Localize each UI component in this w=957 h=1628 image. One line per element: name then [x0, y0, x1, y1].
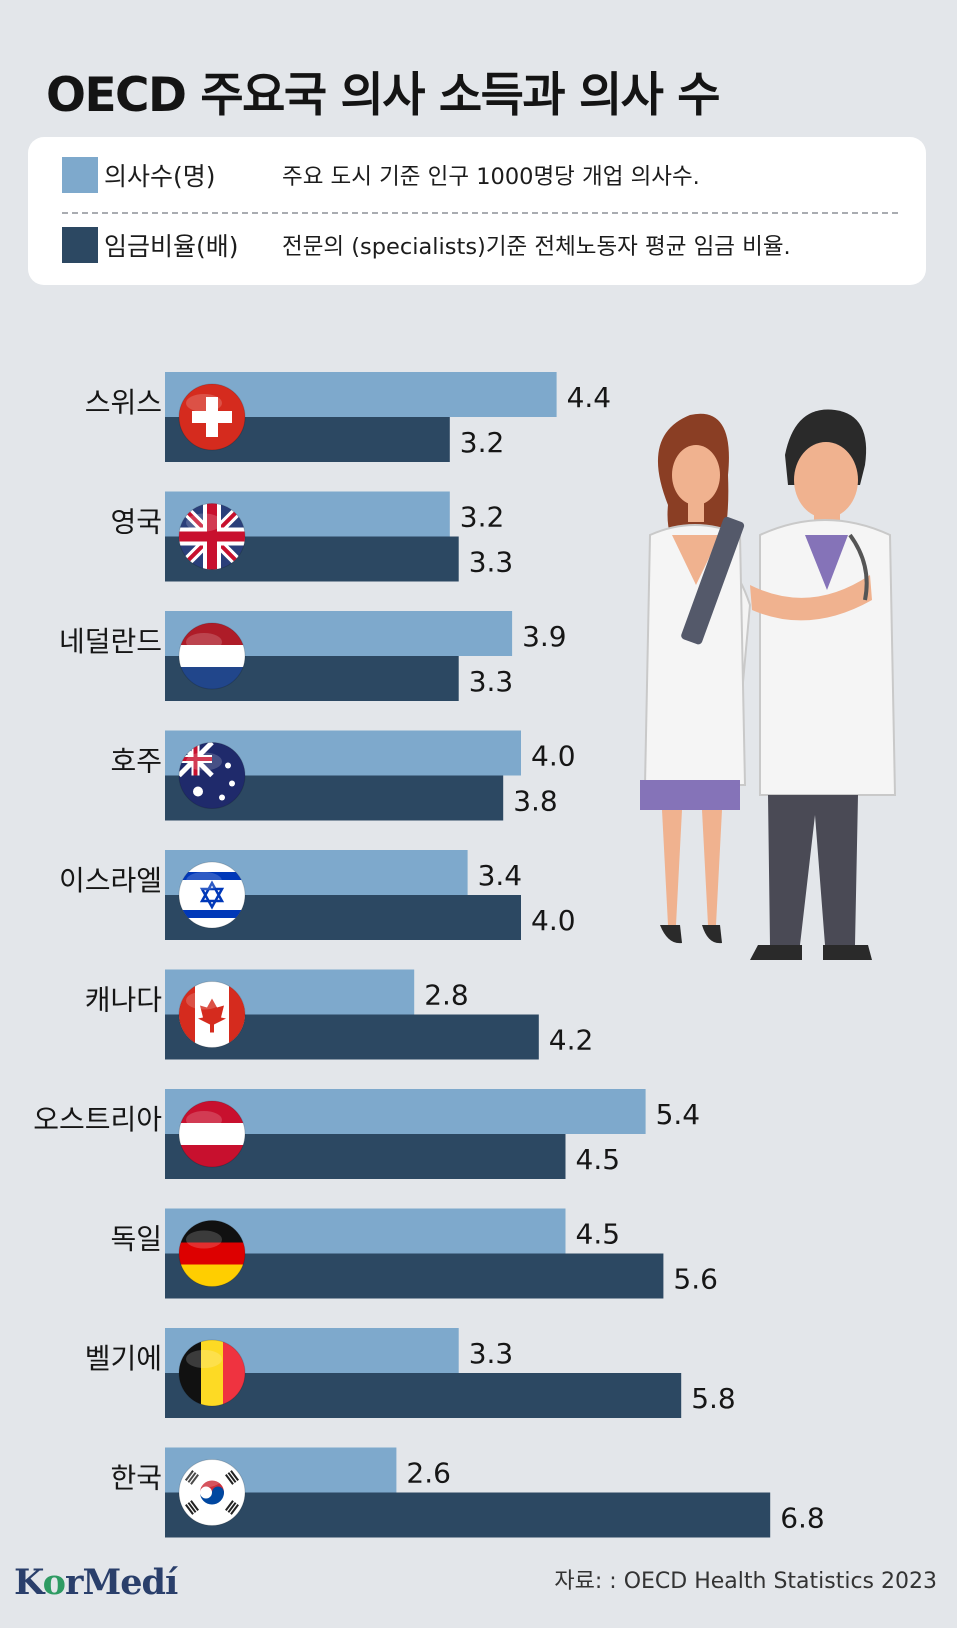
bar-doctors: [165, 1089, 646, 1134]
value-label: 2.6: [406, 1457, 451, 1490]
country-label: 호주: [110, 745, 162, 778]
value-label: 3.3: [469, 665, 514, 698]
canada-flag-icon: [178, 981, 246, 1048]
value-label: 5.6: [673, 1263, 718, 1296]
netherlands-flag-icon: [178, 622, 246, 690]
logo-part-2: o: [42, 1562, 66, 1603]
value-label: 2.8: [424, 979, 469, 1012]
value-label: 3.2: [460, 426, 505, 459]
country-label: 스위스: [85, 386, 162, 419]
legend-name-wage: 임금비율(배): [104, 232, 239, 261]
swiss-flag-icon: [178, 383, 246, 451]
value-label: 4.0: [531, 740, 576, 773]
source-note: 자료: : OECD Health Statistics 2023: [554, 1569, 937, 1594]
value-label: 5.4: [656, 1098, 701, 1131]
korea-flag-icon: [178, 1459, 246, 1526]
australia-flag-icon: [178, 742, 246, 809]
legend-desc-doctors: 주요 도시 기준 인구 1000명당 개업 의사수.: [282, 164, 700, 190]
value-label: 3.8: [513, 785, 558, 818]
value-label: 6.8: [780, 1502, 825, 1535]
value-label: 3.4: [478, 859, 523, 892]
legend-name-doctors: 의사수(명): [104, 162, 216, 191]
value-label: 5.8: [691, 1382, 736, 1415]
country-label: 캐나다: [85, 984, 162, 1017]
value-label: 4.2: [549, 1024, 594, 1057]
legend-desc-wage: 전문의 (specialists)기준 전체노동자 평균 임금 비율.: [282, 234, 791, 260]
kormedi-logo: KorMedí: [14, 1562, 178, 1603]
legend: 의사수(명) 주요 도시 기준 인구 1000명당 개업 의사수. 임금비율(배…: [28, 137, 926, 285]
legend-swatch-wage: [62, 227, 98, 263]
logo-part-3: rMedí: [65, 1562, 178, 1603]
value-label: 3.3: [469, 1337, 514, 1370]
country-label: 벨기에: [85, 1342, 162, 1375]
israel-flag-icon: [178, 861, 246, 929]
legend-item-doctors: 의사수(명) 주요 도시 기준 인구 1000명당 개업 의사수.: [62, 155, 700, 195]
country-label: 독일: [110, 1223, 162, 1256]
value-label: 4.5: [576, 1143, 621, 1176]
austria-flag-icon: [178, 1100, 246, 1168]
value-label: 4.5: [576, 1218, 621, 1251]
logo-part-1: K: [14, 1562, 44, 1603]
bar-wage: [165, 1373, 682, 1418]
bar-chart: 4.43.2스위스3.23.3영국3.93.3네덜란드4.03.8호주3.44.…: [33, 372, 825, 1538]
country-label: 영국: [110, 506, 162, 539]
value-label: 3.2: [460, 501, 505, 534]
germany-flag-icon: [178, 1220, 246, 1287]
page-title: OECD 주요국 의사 소득과 의사 수: [46, 68, 721, 123]
value-label: 3.9: [522, 620, 567, 653]
country-label: 네덜란드: [59, 625, 162, 658]
belgium-flag-icon: [178, 1339, 246, 1407]
doctors-illustration-icon: [640, 409, 897, 960]
value-label: 3.3: [469, 546, 514, 579]
uk-flag-icon: [178, 503, 246, 570]
country-label: 오스트리아: [33, 1103, 162, 1136]
legend-item-wage: 임금비율(배) 전문의 (specialists)기준 전체노동자 평균 임금 …: [62, 225, 791, 265]
legend-swatch-doctors: [62, 157, 98, 193]
country-label: 한국: [110, 1462, 162, 1495]
legend-divider: [62, 212, 898, 214]
bar-wage: [165, 1492, 771, 1538]
bar-wage: [165, 1253, 664, 1299]
value-label: 4.4: [567, 381, 612, 414]
country-label: 이스라엘: [59, 864, 162, 897]
value-label: 4.0: [531, 904, 576, 937]
